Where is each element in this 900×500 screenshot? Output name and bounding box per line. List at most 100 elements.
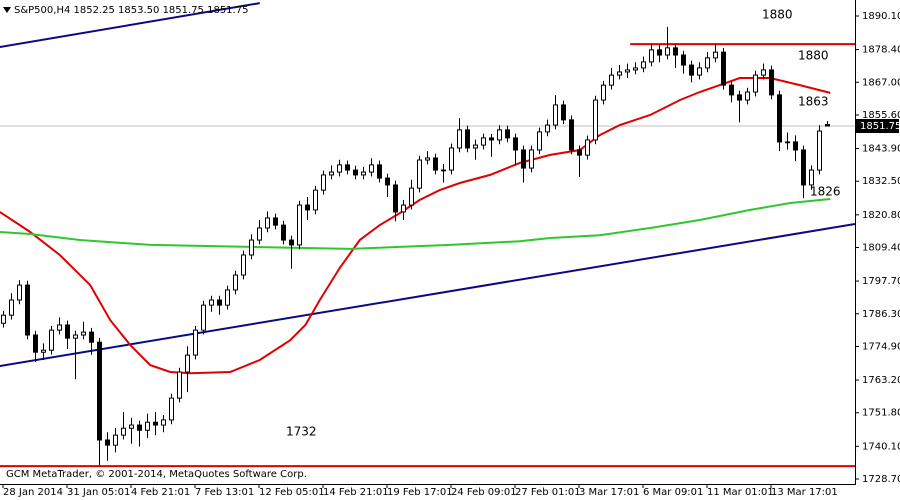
x-tick-label: 4 Feb 21:01 bbox=[131, 487, 190, 498]
candle-body bbox=[65, 324, 70, 339]
candle-body bbox=[137, 424, 142, 431]
y-tick-label: 1774.90 bbox=[862, 341, 900, 352]
x-tick-label: 6 Mar 09:01 bbox=[643, 487, 703, 498]
candle-body bbox=[825, 124, 830, 127]
candle-body bbox=[145, 421, 150, 431]
candle-body bbox=[393, 184, 398, 213]
candle-body bbox=[385, 177, 390, 186]
y-tick-label: 1797.70 bbox=[862, 276, 900, 287]
candle-body bbox=[801, 149, 806, 186]
candle-body bbox=[521, 149, 526, 169]
candle-body bbox=[201, 304, 206, 331]
candle-body bbox=[377, 164, 382, 179]
candle-body bbox=[737, 94, 742, 101]
candle-body bbox=[713, 51, 718, 59]
x-tick-label: 28 Jan 2014 bbox=[3, 487, 63, 498]
y-tick-label: 1786.30 bbox=[862, 309, 900, 320]
candle-body bbox=[817, 130, 822, 171]
candle-body bbox=[505, 129, 510, 139]
y-tick-label: 1740.10 bbox=[862, 441, 900, 452]
candle-body bbox=[481, 137, 486, 146]
y-tick-label: 1728.70 bbox=[862, 474, 900, 485]
x-tick-label: 7 Feb 13:01 bbox=[195, 487, 254, 498]
moving-average bbox=[0, 77, 831, 375]
x-tick-label: 14 Feb 21:01 bbox=[323, 487, 389, 498]
candle-body bbox=[9, 299, 14, 316]
candle-body bbox=[729, 84, 734, 96]
candle-body bbox=[281, 224, 286, 241]
x-tick-label: 13 Mar 17:01 bbox=[771, 487, 838, 498]
candle-body bbox=[353, 169, 358, 176]
candle-body bbox=[337, 164, 342, 173]
candle-body bbox=[249, 239, 254, 256]
candle-body bbox=[121, 427, 126, 436]
candle-body bbox=[25, 284, 30, 336]
candle-body bbox=[745, 91, 750, 101]
candle-body bbox=[33, 334, 38, 353]
candle-body bbox=[617, 71, 622, 76]
candle-body bbox=[1, 314, 6, 324]
x-tick-label: 27 Feb 01:01 bbox=[515, 487, 581, 498]
candle-body bbox=[473, 144, 478, 149]
candle-body bbox=[17, 284, 22, 301]
candle-body bbox=[73, 334, 78, 339]
annotation: 1732 bbox=[286, 425, 317, 439]
candle-body bbox=[585, 139, 590, 156]
candle-body bbox=[769, 69, 774, 96]
candle-body bbox=[265, 217, 270, 229]
y-tick-label: 1809.40 bbox=[862, 243, 900, 254]
candle-body bbox=[425, 157, 430, 161]
candle-body bbox=[785, 141, 790, 144]
candle-body bbox=[305, 204, 310, 211]
candle-body bbox=[209, 299, 214, 306]
candle-body bbox=[105, 439, 110, 446]
y-tick-label: 1855.60 bbox=[862, 110, 900, 121]
candle-body bbox=[545, 124, 550, 133]
candle-body bbox=[49, 329, 54, 351]
y-tick-label: 1832.50 bbox=[862, 176, 900, 187]
candle-body bbox=[537, 131, 542, 151]
candle-body bbox=[553, 104, 558, 126]
candle-body bbox=[81, 331, 86, 336]
x-tick-label: 11 Mar 01:01 bbox=[707, 487, 774, 498]
candle-body bbox=[681, 54, 686, 66]
candle-body bbox=[577, 149, 582, 156]
candle-body bbox=[257, 227, 262, 241]
candle-body bbox=[457, 129, 462, 149]
candle-body bbox=[417, 159, 422, 189]
candle-body bbox=[665, 47, 670, 56]
trend-line bbox=[0, 223, 855, 367]
candle-body bbox=[161, 419, 166, 426]
y-tick-label: 1890.10 bbox=[862, 11, 900, 22]
x-tick-label: 3 Mar 17:01 bbox=[579, 487, 639, 498]
candle-body bbox=[753, 74, 758, 93]
candle-body bbox=[329, 171, 334, 176]
candle-body bbox=[241, 254, 246, 276]
candle-body bbox=[625, 69, 630, 73]
candle-body bbox=[185, 354, 190, 373]
candle-body bbox=[793, 141, 798, 151]
x-tick-label: 19 Feb 17:01 bbox=[387, 487, 453, 498]
candle-body bbox=[465, 129, 470, 149]
x-tick-label: 12 Feb 05:01 bbox=[259, 487, 325, 498]
annotation: 1826 bbox=[810, 185, 841, 199]
candle-body bbox=[313, 189, 318, 211]
candle-body bbox=[409, 187, 414, 206]
candle-body bbox=[489, 137, 494, 141]
annotation: 1880 bbox=[762, 8, 793, 22]
footer: GCM MetaTrader, © 2001-2014, MetaQuotes … bbox=[6, 469, 307, 480]
candle-body bbox=[401, 204, 406, 213]
candle-body bbox=[513, 137, 518, 151]
candle-body bbox=[41, 349, 46, 353]
y-tick-label: 1867.00 bbox=[862, 77, 900, 88]
candle-body bbox=[321, 174, 326, 191]
candle-body bbox=[673, 47, 678, 56]
candle-body bbox=[57, 324, 62, 331]
candle-body bbox=[601, 84, 606, 101]
candle-body bbox=[777, 94, 782, 143]
current-price-box bbox=[856, 119, 899, 134]
y-tick-label: 1843.90 bbox=[862, 144, 900, 155]
candle-body bbox=[641, 61, 646, 69]
candle-body bbox=[449, 147, 454, 171]
